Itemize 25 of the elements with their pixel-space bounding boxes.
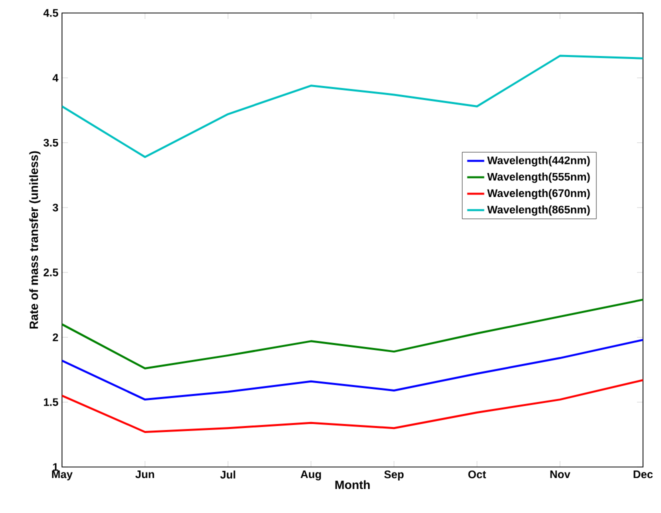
y-tick-label: 4 (52, 74, 58, 82)
x-tick-label: Oct (468, 470, 486, 478)
y-axis-title: Rate of mass transfer (unitless) (29, 151, 40, 329)
x-tick-label: Sep (384, 470, 404, 480)
y-tick-label: 2.5 (44, 268, 58, 276)
x-tick-label: Dec (634, 470, 653, 478)
y-tick-label: 3 (52, 204, 58, 212)
y-tick-label: 1 (53, 463, 58, 471)
y-tick-label: 2 (52, 333, 58, 342)
line-series (62, 379, 643, 433)
y-tick-label: 1.5 (44, 398, 58, 406)
legend-label: Wavelength(442nm) (487, 156, 590, 166)
y-tick-label: 4.5 (43, 9, 58, 17)
line-series (62, 54, 643, 158)
legend-label: Wavelength(865nm) (487, 205, 590, 216)
x-axis-title: Month (335, 480, 370, 490)
x-tick-label: Nov (550, 470, 570, 478)
line-series (62, 338, 643, 401)
x-tick-label: Jun (135, 470, 154, 478)
x-tick-label: Aug (300, 470, 321, 480)
x-tick-label: May (52, 470, 73, 480)
x-tick-label: Jul (220, 470, 236, 479)
legend-label: Wavelength(555nm) (487, 172, 590, 183)
legend-label: Wavelength(670nm) (487, 189, 590, 200)
y-tick-label: 3.5 (43, 138, 58, 147)
